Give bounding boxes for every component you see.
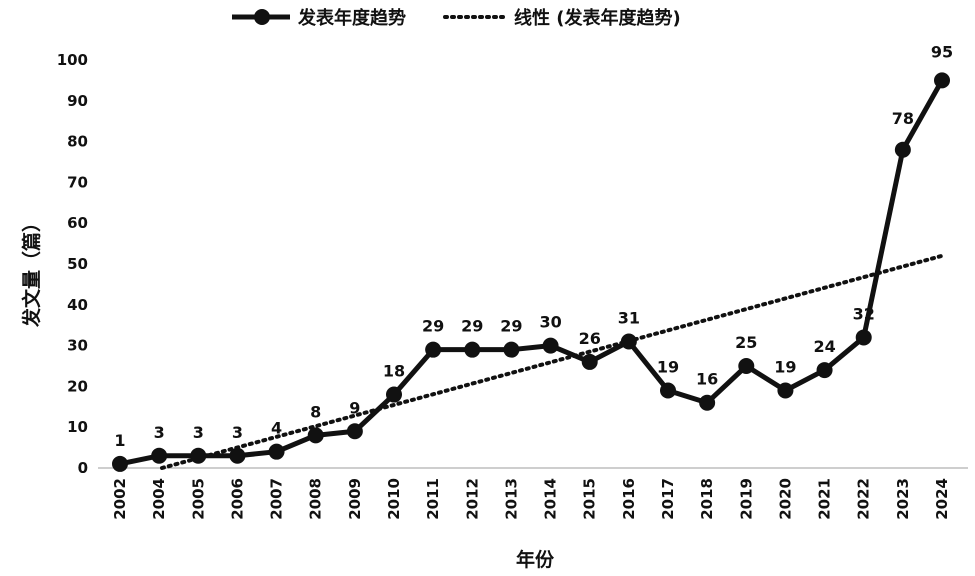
y-tick-label: 80 (67, 133, 88, 151)
y-axis-title: 发文量（篇） (20, 213, 43, 328)
data-point (464, 341, 481, 358)
x-tick-label: 2016 (620, 478, 638, 520)
data-label: 19 (657, 357, 679, 376)
y-tick-label: 0 (78, 459, 88, 477)
y-tick-label: 70 (67, 173, 88, 191)
x-tick-label: 2006 (228, 478, 246, 520)
trendline (160, 253, 944, 470)
y-tick-label: 60 (67, 214, 88, 232)
data-label: 3 (154, 423, 165, 442)
data-label: 16 (696, 370, 718, 389)
data-label: 32 (853, 304, 875, 323)
x-tick-label: 2024 (933, 478, 951, 520)
data-point (386, 386, 402, 403)
data-label: 26 (579, 329, 601, 348)
x-tick-label: 2018 (698, 478, 716, 520)
data-label: 30 (539, 313, 561, 332)
data-label: 29 (422, 317, 444, 336)
data-point (855, 329, 872, 346)
x-axis: 2002 2004 2005 2006 2007 2008 2009 2010 2011 2012… (111, 478, 951, 520)
legend-item-series: 发表年度趋势 (232, 7, 406, 29)
legend-item-trendline: 线性 (发表年度趋势) (443, 7, 681, 29)
data-label: 9 (349, 398, 360, 417)
data-point (112, 455, 128, 472)
data-point (151, 447, 168, 464)
x-tick-label: 2010 (385, 478, 403, 520)
x-tick-label: 2017 (659, 478, 677, 520)
x-tick-label: 2022 (855, 478, 873, 520)
data-label: 29 (461, 317, 483, 336)
x-tick-label: 2013 (502, 478, 520, 520)
data-points (112, 72, 950, 472)
legend: 发表年度趋势 线性 (发表年度趋势) (232, 7, 681, 29)
data-point (268, 443, 285, 460)
data-label: 1 (114, 431, 125, 450)
data-point (620, 333, 637, 350)
x-tick-label: 2021 (816, 478, 834, 520)
data-point (699, 394, 716, 411)
data-point (738, 358, 755, 374)
x-tick-label: 2008 (307, 478, 325, 520)
data-label: 24 (813, 337, 835, 356)
y-tick-label: 40 (67, 296, 88, 314)
data-point (425, 341, 442, 358)
x-axis-title: 年份 (516, 548, 555, 571)
series-line (119, 79, 945, 467)
data-point (307, 427, 324, 444)
x-tick-label: 2014 (542, 478, 560, 520)
x-tick-label: 2011 (424, 478, 442, 520)
legend-series-label: 发表年度趋势 (297, 7, 406, 29)
data-point (229, 447, 246, 464)
data-label: 31 (618, 309, 640, 328)
y-tick-label: 10 (67, 418, 88, 436)
y-tick-label: 100 (57, 51, 88, 69)
y-tick-label: 50 (67, 255, 88, 273)
data-label: 95 (931, 42, 953, 61)
data-point (581, 353, 598, 370)
y-tick-label: 20 (67, 377, 88, 395)
data-labels: 1 3 3 3 4 8 9 18 29 29 29 30 26 31 19 16 25 19 24 32 78 95 (114, 42, 953, 450)
data-point (503, 341, 520, 358)
data-point (934, 72, 950, 89)
y-tick-label: 90 (67, 92, 88, 110)
data-label: 25 (735, 333, 757, 352)
data-label: 29 (500, 317, 522, 336)
x-tick-label: 2020 (776, 478, 794, 520)
x-tick-label: 2019 (737, 478, 755, 520)
legend-series-marker (254, 9, 270, 25)
x-tick-label: 2009 (346, 478, 364, 520)
data-point (346, 423, 363, 440)
x-tick-label: 2015 (581, 478, 599, 520)
data-label: 78 (892, 109, 914, 128)
x-tick-label: 2005 (189, 478, 207, 520)
x-tick-label: 2007 (268, 478, 286, 520)
data-point (816, 362, 833, 379)
legend-trendline-label: 线性 (发表年度趋势) (514, 7, 681, 29)
x-tick-label: 2002 (111, 478, 129, 520)
x-tick-label: 2012 (463, 478, 481, 520)
data-label: 3 (232, 423, 243, 442)
y-tick-label: 30 (67, 337, 88, 355)
data-label: 8 (310, 402, 321, 421)
data-point (542, 337, 559, 354)
data-label: 3 (193, 423, 204, 442)
data-point (190, 447, 207, 464)
y-axis: 0 10 20 30 40 50 60 70 80 90 100 (57, 51, 88, 477)
data-label: 19 (774, 357, 796, 376)
x-tick-label: 2004 (150, 478, 168, 520)
x-tick-label: 2023 (894, 478, 912, 520)
data-label: 18 (383, 362, 405, 381)
data-point (777, 382, 794, 399)
data-label: 4 (271, 419, 282, 438)
data-point (894, 141, 911, 158)
data-point (660, 382, 676, 399)
